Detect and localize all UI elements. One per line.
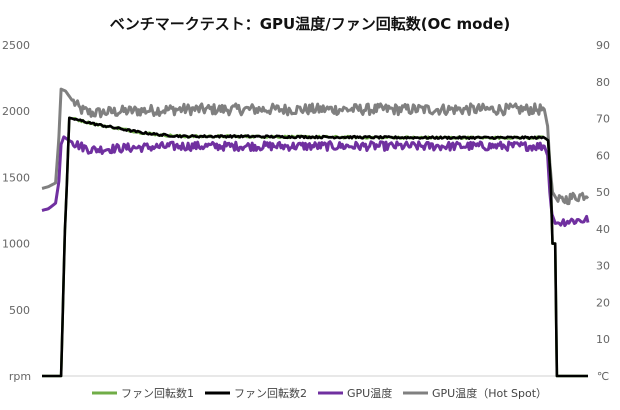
right-axis-ticks: 90 80 70 60 50 40 30 20 10 xyxy=(596,39,610,346)
left-tick-label: 1500 xyxy=(2,171,30,184)
right-tick-label: 40 xyxy=(596,223,610,236)
left-tick-label: 2500 xyxy=(2,39,30,52)
series-line-4 xyxy=(41,87,590,206)
plot-area xyxy=(41,87,590,378)
right-tick-label: 20 xyxy=(596,296,610,309)
left-axis-unit-label: rpm xyxy=(9,370,31,383)
series-line-1 xyxy=(42,116,588,378)
left-tick-label: 2000 xyxy=(2,105,30,118)
legend-label: ファン回転数2 xyxy=(234,387,307,400)
series-line-3 xyxy=(41,135,590,228)
left-tick-label: 500 xyxy=(9,304,30,317)
legend-label: GPU温度（Hot Spot） xyxy=(432,386,547,400)
right-tick-label: 80 xyxy=(596,76,610,89)
left-axis-ticks: 2500 2000 1500 1000 500 xyxy=(2,39,30,317)
right-tick-label: 30 xyxy=(596,260,610,273)
legend-label: ファン回転数1 xyxy=(121,387,194,400)
right-tick-label: 70 xyxy=(596,113,610,126)
series-line-2 xyxy=(42,116,588,378)
right-tick-label: 50 xyxy=(596,186,610,199)
chart-title: ベンチマークテスト：GPU温度/ファン回転数(OC mode) xyxy=(110,15,511,33)
legend: ファン回転数1 ファン回転数2 GPU温度 GPU温度（Hot Spot） xyxy=(92,386,547,400)
right-tick-label: 10 xyxy=(596,333,610,346)
right-axis-unit-label: ℃ xyxy=(597,370,609,383)
right-tick-label: 90 xyxy=(596,39,610,52)
left-tick-label: 1000 xyxy=(2,238,30,251)
right-tick-label: 60 xyxy=(596,149,610,162)
legend-label: GPU温度 xyxy=(347,386,392,400)
